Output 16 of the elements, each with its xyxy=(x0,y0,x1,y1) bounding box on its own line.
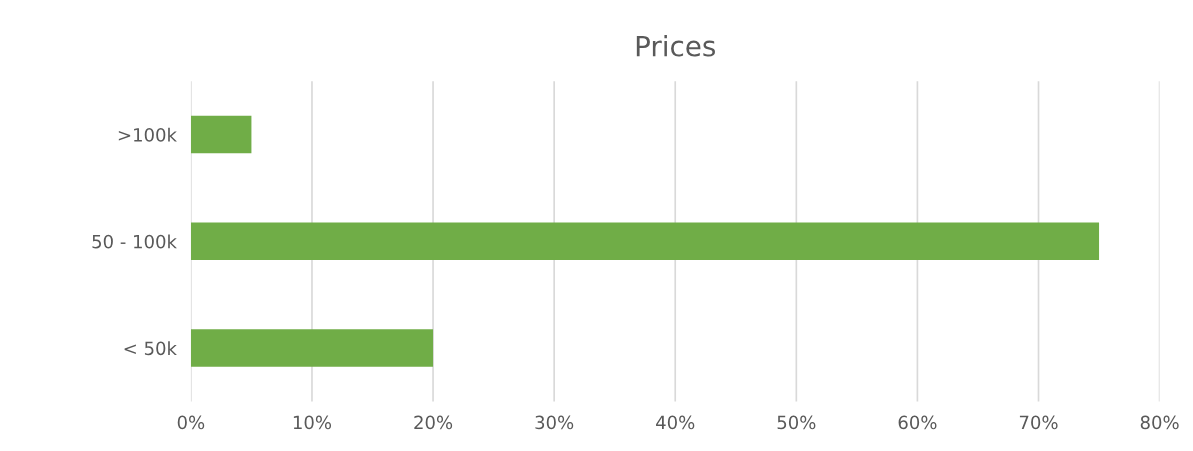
y-tick-label: >100k xyxy=(118,127,177,142)
bar xyxy=(190,329,434,367)
y-tick-label: < 50k xyxy=(124,341,177,356)
x-tick-label: 80% xyxy=(1140,415,1179,430)
bar xyxy=(190,115,252,154)
x-tick-label: 50% xyxy=(777,415,816,430)
x-tick-label: 0% xyxy=(177,415,205,430)
x-tick-label: 40% xyxy=(656,415,695,430)
bar xyxy=(190,222,1100,260)
x-tick-label: 20% xyxy=(414,415,453,430)
x-tick-label: 60% xyxy=(898,415,937,430)
x-tick-label: 30% xyxy=(535,415,574,430)
chart-title: Prices xyxy=(636,35,715,57)
x-tick-label: 10% xyxy=(293,415,332,430)
y-tick-label: 50 - 100k xyxy=(92,234,177,249)
x-tick-label: 70% xyxy=(1019,415,1058,430)
